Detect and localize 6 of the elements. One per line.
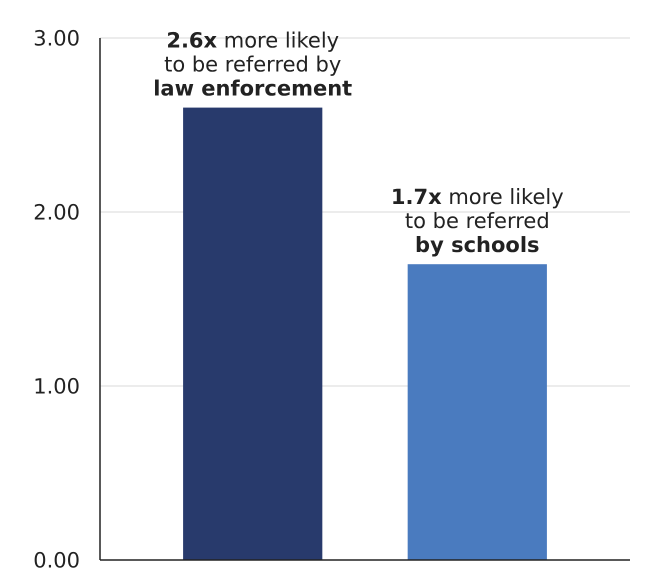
y-tick-label: 2.00 xyxy=(33,200,80,224)
data-label: 2.6x more likely to be referred by law enforcement xyxy=(153,28,352,101)
y-tick-label: 0.00 xyxy=(33,548,80,572)
data-label: 1.7x more likely to be referred by schools xyxy=(390,185,564,258)
y-tick-label: 3.00 xyxy=(33,26,80,50)
y-tick-label: 1.00 xyxy=(33,374,80,398)
